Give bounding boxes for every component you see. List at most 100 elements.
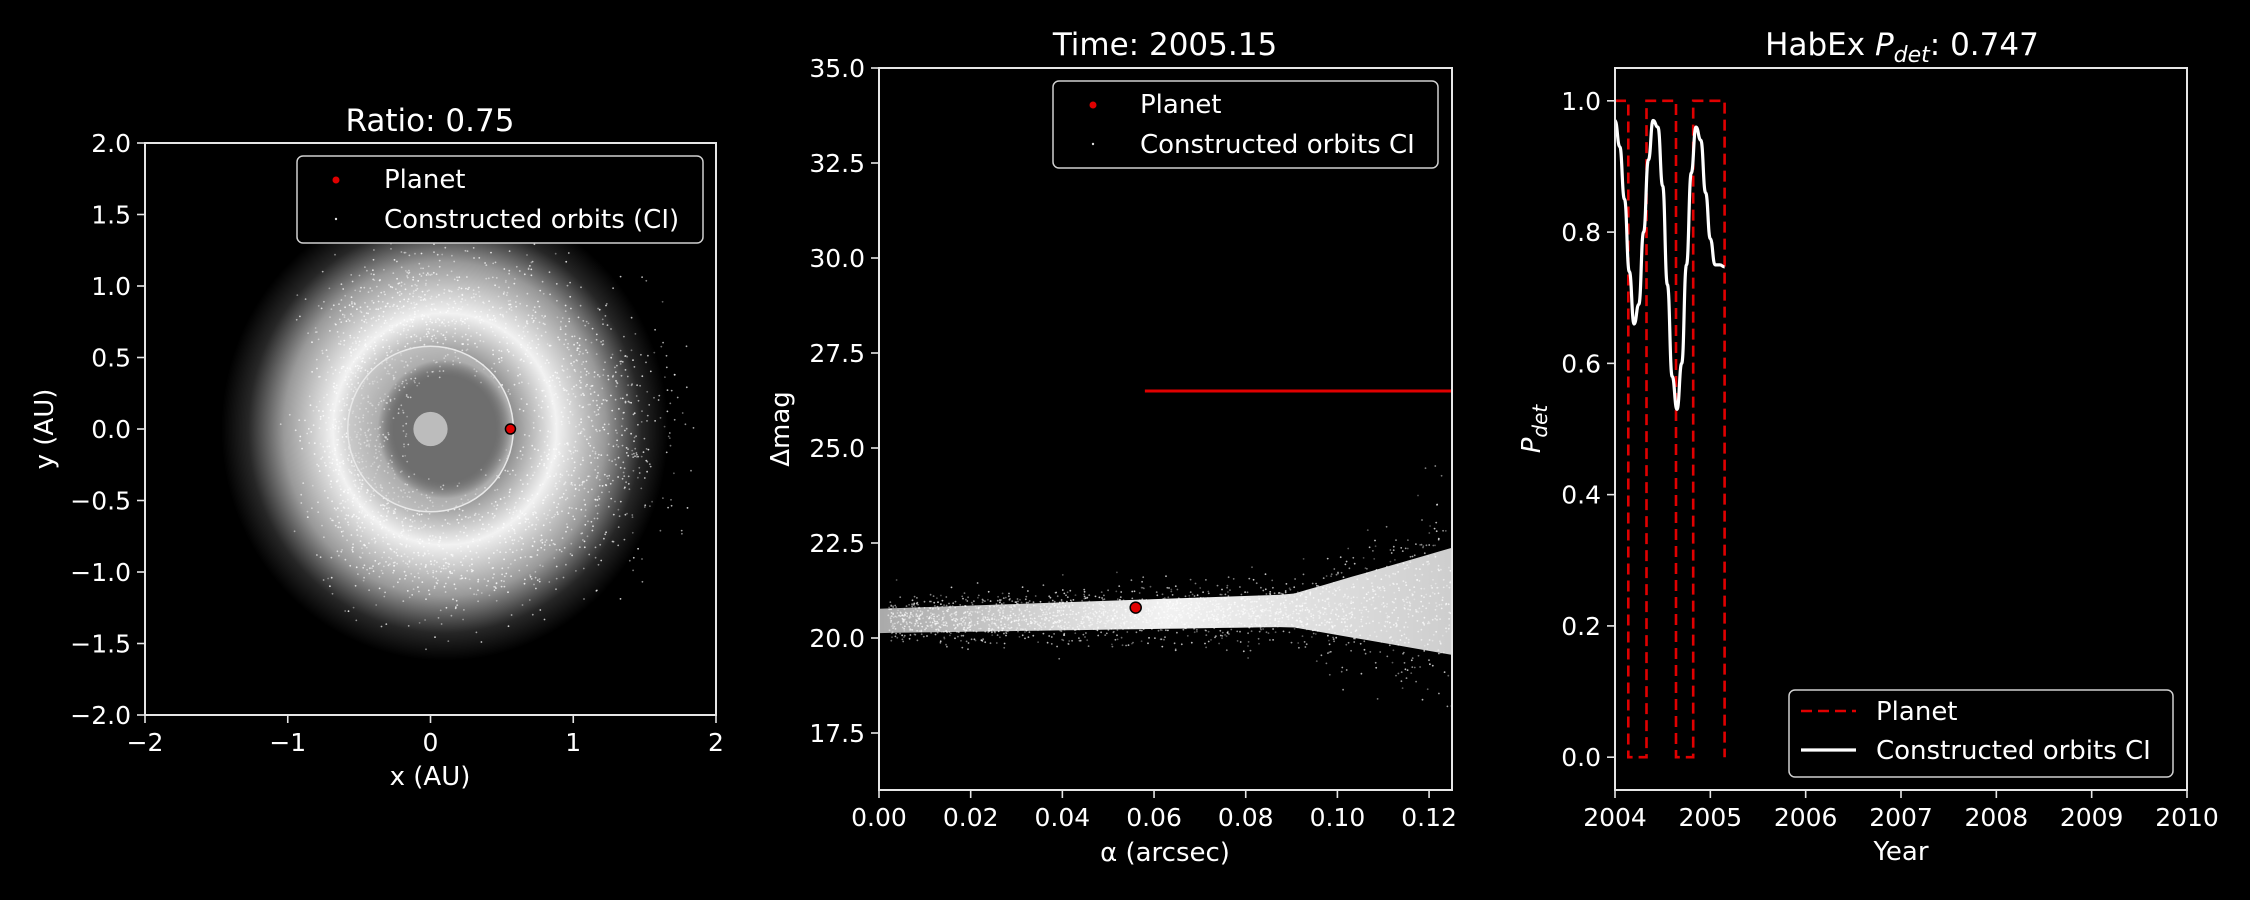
orbit-sample-point (522, 360, 525, 362)
panel-b-xtick-label: 0.06 (1126, 803, 1182, 832)
orbit-sample-point (1195, 601, 1198, 604)
orbit-sample-point (1239, 616, 1242, 618)
orbit-sample-point (1325, 588, 1328, 590)
orbit-sample-point (1052, 614, 1054, 617)
orbit-sample-point (1148, 619, 1151, 622)
orbit-sample-point (1433, 593, 1436, 595)
orbit-sample-point (555, 377, 558, 380)
orbit-sample-point (1420, 594, 1423, 597)
orbit-sample-point (541, 400, 544, 403)
orbit-sample-point (573, 518, 576, 521)
orbit-sample-point (517, 366, 520, 369)
orbit-sample-point (505, 279, 507, 282)
orbit-sample-point (935, 622, 938, 625)
orbit-sample-point (565, 523, 568, 525)
orbit-sample-point (460, 300, 462, 303)
orbit-sample-point (445, 331, 448, 333)
orbit-sample-point (407, 329, 409, 331)
orbit-sample-point (1334, 624, 1336, 627)
orbit-sample-point (1299, 609, 1302, 612)
orbit-sample-point (1341, 618, 1343, 620)
orbit-sample-point (1084, 597, 1087, 600)
orbit-sample-point (446, 522, 449, 525)
orbit-sample-point (1210, 623, 1213, 626)
orbit-sample-point (1390, 636, 1392, 638)
orbit-sample-point (1315, 582, 1317, 585)
orbit-sample-point (1071, 604, 1074, 606)
orbit-sample-point (388, 324, 391, 327)
orbit-sample-point (1175, 603, 1177, 606)
orbit-sample-point (901, 638, 904, 641)
orbit-sample-point (906, 623, 908, 625)
orbit-sample-point (521, 604, 524, 606)
orbit-sample-point (1261, 610, 1263, 612)
orbit-sample-point (383, 551, 385, 554)
orbit-sample-point (1422, 563, 1425, 566)
orbit-sample-point (1339, 604, 1342, 607)
orbit-sample-point (977, 596, 979, 599)
orbit-sample-point (938, 618, 940, 621)
orbit-sample-point (521, 537, 523, 540)
orbit-sample-point (1161, 645, 1164, 648)
orbit-sample-point (425, 305, 428, 307)
orbit-sample-point (1434, 582, 1437, 585)
orbit-sample-point (334, 418, 337, 421)
orbit-sample-point (1213, 619, 1216, 622)
orbit-sample-point (891, 625, 893, 628)
orbit-sample-point (464, 249, 467, 252)
orbit-sample-point (1426, 648, 1429, 651)
orbit-sample-point (570, 481, 573, 484)
panel-c-ytick-label: 0.4 (1561, 481, 1601, 510)
orbit-sample-point (1251, 610, 1254, 612)
orbit-sample-point (1219, 629, 1222, 632)
orbit-sample-point (1287, 618, 1290, 621)
orbit-sample-point (982, 638, 984, 640)
orbit-sample-point (394, 312, 396, 315)
orbit-sample-point (962, 621, 964, 623)
orbit-sample-point (496, 527, 499, 530)
orbit-sample-point (579, 304, 582, 307)
orbit-sample-point (1259, 624, 1261, 627)
orbit-sample-point (902, 640, 905, 643)
orbit-sample-point (509, 535, 512, 538)
orbit-sample-point (1100, 604, 1102, 606)
orbit-sample-point (1193, 631, 1196, 634)
orbit-sample-point (512, 511, 515, 514)
orbit-sample-point (1314, 628, 1316, 631)
orbit-sample-point (587, 403, 590, 406)
orbit-sample-point (1334, 613, 1337, 616)
orbit-sample-point (1227, 576, 1230, 579)
orbit-sample-point (510, 575, 512, 578)
orbit-sample-point (662, 497, 664, 499)
orbit-sample-point (1086, 596, 1089, 599)
orbit-sample-point (504, 537, 506, 540)
orbit-sample-point (1056, 611, 1059, 614)
orbit-sample-point (970, 610, 972, 613)
orbit-sample-point (932, 617, 935, 620)
orbit-sample-point (667, 506, 669, 509)
orbit-sample-point (567, 458, 569, 460)
orbit-sample-point (496, 549, 499, 552)
orbit-sample-point (1435, 602, 1437, 604)
panel-b-ytick-label: 17.5 (809, 719, 865, 748)
orbit-sample-point (1289, 595, 1291, 597)
orbit-sample-point (963, 619, 965, 622)
orbit-sample-point (567, 512, 570, 515)
orbit-sample-point (497, 295, 500, 298)
orbit-sample-point (389, 285, 392, 288)
orbit-sample-point (1295, 608, 1297, 611)
orbit-sample-point (502, 315, 505, 318)
orbit-sample-point (561, 423, 563, 426)
orbit-sample-point (1277, 623, 1280, 626)
orbit-sample-point (1407, 616, 1410, 618)
orbit-sample-point (315, 406, 318, 408)
orbit-sample-point (915, 602, 918, 605)
orbit-sample-point (1288, 587, 1291, 590)
orbit-sample-point (540, 546, 543, 549)
orbit-sample-point (405, 545, 407, 548)
orbit-sample-point (1196, 594, 1199, 597)
orbit-sample-point (490, 251, 492, 254)
orbit-sample-point (1368, 546, 1371, 549)
orbit-sample-point (1191, 611, 1194, 614)
orbit-sample-point (1264, 588, 1267, 591)
